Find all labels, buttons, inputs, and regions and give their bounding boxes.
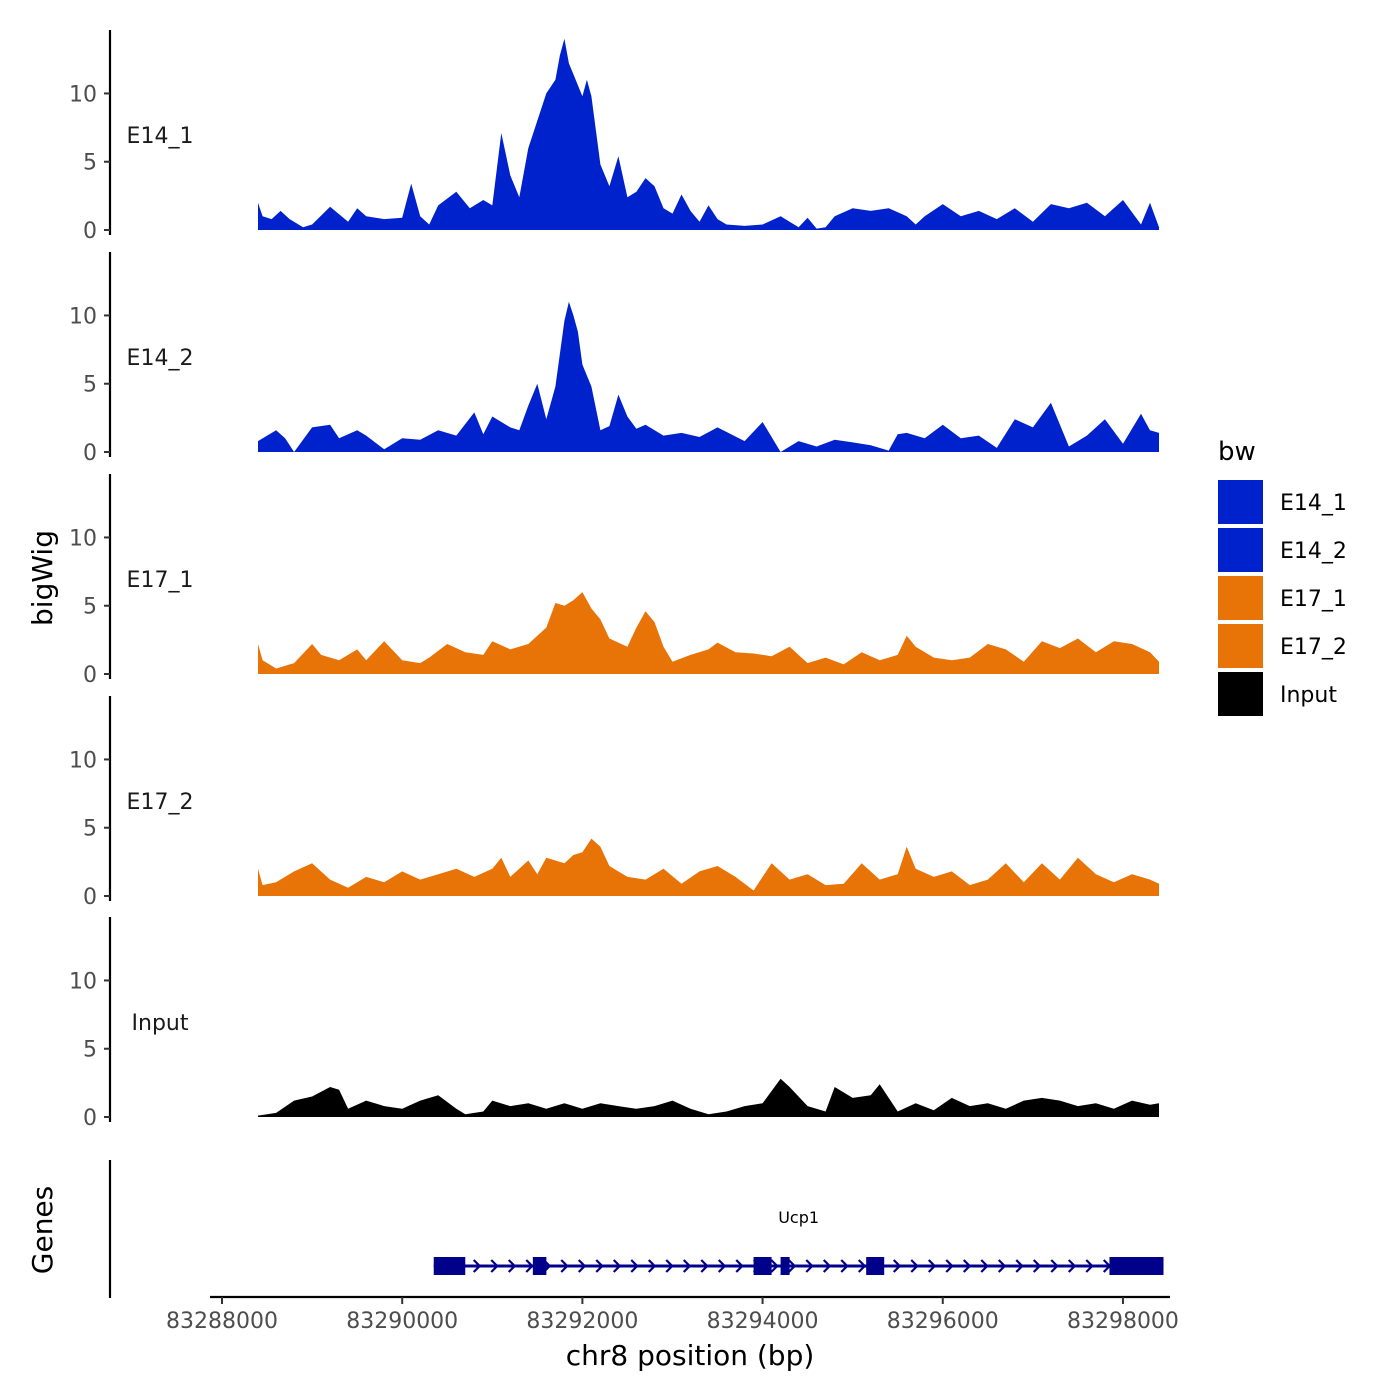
strand-arrow [647, 1259, 657, 1273]
legend-label-E17_2: E17_2 [1280, 635, 1347, 660]
legend-key-E14_1 [1218, 480, 1263, 524]
strand-arrow [787, 1259, 797, 1273]
strand-arrow [892, 1259, 902, 1273]
signal-area-E14_1 [258, 38, 1159, 230]
y-tick-label-E17_1-10: 10 [69, 526, 97, 551]
y-tick-label-E17_1-0: 0 [83, 663, 97, 688]
x-tick-label-83294000: 83294000 [707, 1309, 819, 1334]
strand-arrow [805, 1259, 814, 1273]
strand-arrow [490, 1259, 499, 1273]
y-tick-label-Input-10: 10 [69, 969, 97, 994]
gene-exon-1 [433, 1257, 466, 1275]
signal-area-E17_1 [258, 592, 1159, 674]
strand-arrow [1015, 1259, 1024, 1273]
x-axis-title: chr8 position (bp) [566, 1339, 815, 1372]
strand-arrow [525, 1259, 534, 1273]
gene-label-Ucp1: Ucp1 [778, 1208, 819, 1227]
y-tick-label-E14_2-0: 0 [83, 441, 97, 466]
x-tick-label-83292000: 83292000 [526, 1309, 638, 1334]
y-tick-label-E14_1-10: 10 [69, 82, 97, 107]
legend-label-E17_1: E17_1 [1280, 587, 1347, 612]
strand-arrow [700, 1259, 709, 1273]
strand-arrow [857, 1259, 867, 1273]
y-tick-label-E17_2-10: 10 [69, 748, 97, 773]
strand-arrow [682, 1259, 692, 1273]
legend-label-E14_2: E14_2 [1280, 539, 1347, 564]
legend-key-E17_2 [1218, 624, 1263, 668]
track-label-Input: Input [132, 1011, 189, 1036]
signal-area-E14_2 [258, 301, 1159, 452]
strand-arrow [1067, 1259, 1077, 1273]
track-label-E17_1: E17_1 [127, 568, 194, 593]
y-tick-label-E17_2-0: 0 [83, 885, 97, 910]
strand-arrow [910, 1259, 919, 1273]
y-axis-title: bigWig [26, 530, 59, 626]
strand-arrow [840, 1259, 849, 1273]
strand-arrow [962, 1259, 972, 1273]
track-E14_1: 0 5 10 E14_1 [69, 30, 1159, 244]
legend-key-E17_1 [1218, 576, 1263, 620]
y-tick-label-Input-0: 0 [83, 1106, 97, 1131]
strand-arrow [595, 1259, 604, 1273]
gene-exon-5 [866, 1257, 885, 1275]
signal-area-E17_2 [258, 838, 1159, 896]
strand-arrow [577, 1259, 587, 1273]
legend: E14_1 E14_2 E17_1 E17_2 Input [1218, 480, 1347, 716]
strand-arrow [997, 1259, 1007, 1273]
strand-arrow [717, 1259, 727, 1273]
strand-arrow [612, 1259, 622, 1273]
gene-exon-2 [532, 1257, 547, 1275]
gene-exon-6 [1109, 1257, 1164, 1275]
strand-arrow [735, 1259, 744, 1273]
legend-key-E14_2 [1218, 528, 1263, 572]
strand-arrow [1085, 1259, 1094, 1273]
strand-arrow [927, 1259, 937, 1273]
y-tick-label-E14_2-10: 10 [69, 304, 97, 329]
legend-key-Input [1218, 672, 1263, 716]
y-tick-label-E14_1-0: 0 [83, 219, 97, 244]
tracks: 0 5 10 E14_1 0 5 10 E14_2 0 5 10 E17_1 0 5 10 E17_2 0 5 10… [69, 30, 1159, 1131]
legend-label-E14_1: E14_1 [1280, 491, 1347, 516]
gene-Ucp1: Ucp1 [433, 1208, 1164, 1275]
gene-exon-3 [753, 1257, 772, 1275]
strand-arrow [507, 1259, 517, 1273]
x-tick-label-83290000: 83290000 [346, 1309, 458, 1334]
track-label-E17_2: E17_2 [127, 790, 194, 815]
track-E17_1: 0 5 10 E17_1 [69, 474, 1159, 688]
gene-exon-4 [780, 1257, 790, 1275]
strand-arrow [945, 1259, 954, 1273]
legend-label-Input: Input [1280, 683, 1337, 708]
strand-arrow [472, 1259, 482, 1273]
y-tick-label-E17_2-5: 5 [83, 817, 97, 842]
x-tick-label-83296000: 83296000 [887, 1309, 999, 1334]
track-Input: 0 5 10 Input [69, 917, 1159, 1131]
genes-axis-title: Genes [26, 1186, 59, 1274]
y-tick-label-E14_2-5: 5 [83, 373, 97, 398]
strand-arrow [1032, 1259, 1042, 1273]
strand-arrow [630, 1259, 639, 1273]
x-tick-label-83298000: 83298000 [1067, 1309, 1179, 1334]
x-axis: 83288000 83290000 83292000 83294000 83296000… [166, 1295, 1179, 1334]
strand-arrow [665, 1259, 674, 1273]
legend-title: bw [1218, 437, 1256, 467]
track-E17_2: 0 5 10 E17_2 [69, 696, 1159, 910]
track-E14_2: 0 5 10 E14_2 [69, 252, 1159, 466]
x-tick-label-83288000: 83288000 [166, 1309, 278, 1334]
gene-track: Ucp1 [108, 1160, 1164, 1298]
strand-arrow [822, 1259, 832, 1273]
track-label-E14_1: E14_1 [127, 124, 194, 149]
signal-area-Input [258, 1078, 1159, 1117]
strand-arrow [1050, 1259, 1059, 1273]
y-tick-label-Input-5: 5 [83, 1038, 97, 1063]
strand-arrow [770, 1259, 779, 1273]
y-tick-label-E14_1-5: 5 [83, 151, 97, 176]
strand-arrow [560, 1259, 569, 1273]
y-tick-label-E17_1-5: 5 [83, 595, 97, 620]
track-label-E14_2: E14_2 [127, 346, 194, 371]
strand-arrow [980, 1259, 989, 1273]
